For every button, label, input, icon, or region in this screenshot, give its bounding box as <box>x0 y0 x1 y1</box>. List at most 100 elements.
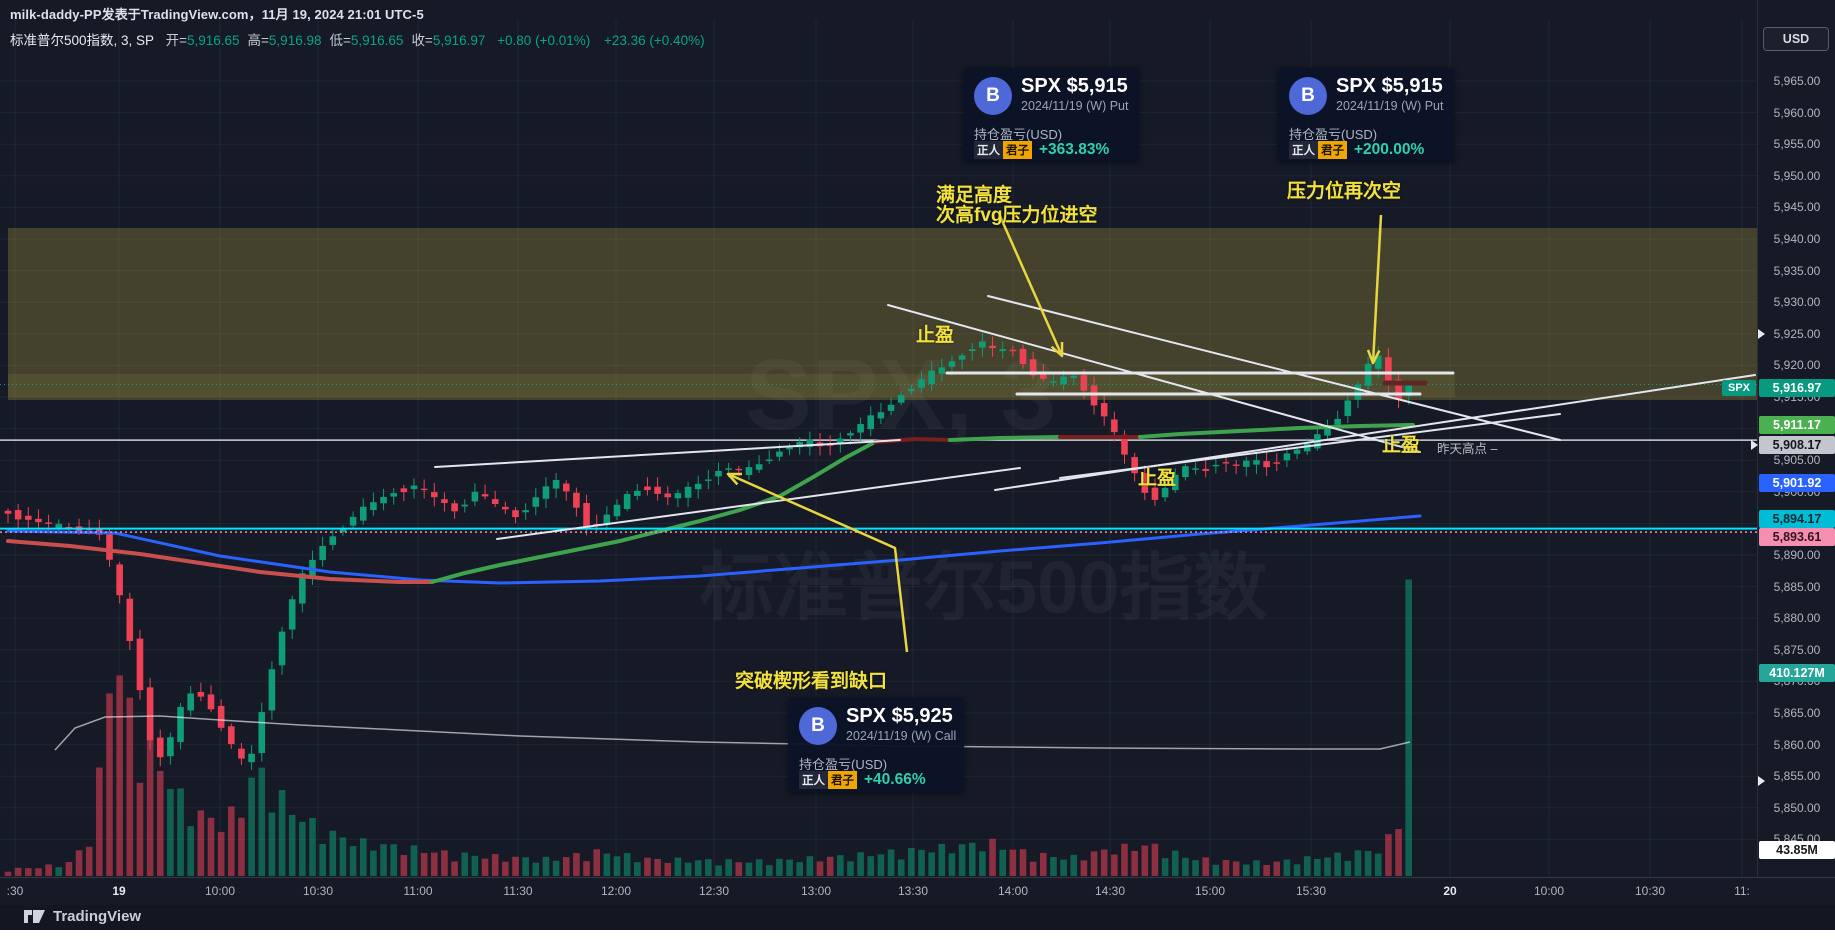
price-axis-label: 5,930.00 <box>1773 295 1821 310</box>
price-axis-label: 5,935.00 <box>1773 263 1821 278</box>
price-badge: 5,894.17 <box>1759 510 1835 528</box>
time-axis-label: 11: <box>1734 884 1750 898</box>
option-subtitle: 2024/11/19 (W) Call <box>846 729 957 743</box>
ohlc-field-label: 开= <box>165 33 187 48</box>
pnl-label: 持仓盈亏(USD) <box>1289 127 1378 142</box>
time-axis-label: 14:30 <box>1094 884 1126 898</box>
currency-usd-button[interactable]: USD <box>1763 27 1829 51</box>
spx-price-tag: SPX <box>1722 380 1756 396</box>
ohlc-field-value: 5,916.98 <box>268 33 322 48</box>
option-title: SPX $5,925 <box>846 705 953 727</box>
price-badge: 5,916.97 <box>1759 379 1835 397</box>
symbol-title[interactable]: 标准普尔500指数, 3, SP <box>10 33 154 48</box>
tradingview-logo[interactable]: TradingView <box>24 908 141 925</box>
ohlc-field-value: 5,916.65 <box>350 33 404 48</box>
position-callout-card[interactable]: B SPX $5,915 2024/11/19 (W) Put 持仓盈亏(USD) 正人… <box>963 68 1139 162</box>
price-badge: 410.127M <box>1759 664 1835 682</box>
chart-annotation-text[interactable]: 满足高度 <box>936 185 1013 206</box>
price-axis-label: 5,940.00 <box>1773 232 1821 246</box>
prev-day-high-label[interactable]: 昨天高点 – <box>1437 442 1498 456</box>
pnl-label: 持仓盈亏(USD) <box>974 127 1063 142</box>
footer-bar: TradingView <box>0 905 1835 930</box>
user-badge-left: 正人 <box>799 771 828 789</box>
position-callout-card[interactable]: B SPX $5,915 2024/11/19 (W) Put 持仓盈亏(USD) 正人… <box>1278 68 1454 162</box>
time-axis-label: 10:00 <box>204 884 236 898</box>
price-axis-label: 5,880.00 <box>1773 611 1821 626</box>
ohlc-field-label: 低= <box>329 33 351 48</box>
time-axis-label: 11:00 <box>403 884 433 898</box>
change-value: +0.80 (+0.01%) <box>497 33 591 48</box>
time-axis-label: 15:00 <box>1194 884 1226 898</box>
chart-annotation-text[interactable]: 次高fvg压力位进空 <box>936 205 1098 226</box>
symbol-ohlc-bar[interactable]: 标准普尔500指数, 3, SP 开=5,916.65 高=5,916.98 低=5… <box>10 29 705 49</box>
price-axis[interactable]: 5,965.00 5,960.00 5,955.00 5,950.00 5,945.00… <box>1751 0 1835 877</box>
pnl-percent: +363.83% <box>1039 141 1110 158</box>
tradingview-logo-text: TradingView <box>53 908 142 925</box>
time-axis-label: 12:30 <box>698 884 730 898</box>
option-subtitle: 2024/11/19 (W) Put <box>1336 99 1444 113</box>
price-badge: 5,901.92 <box>1759 474 1835 492</box>
time-axis-label: 15:30 <box>1295 884 1327 898</box>
price-badge: 5,908.17 <box>1759 436 1835 454</box>
tradingview-logo-icon <box>24 910 45 923</box>
time-axis-label: 10:00 <box>1533 884 1565 898</box>
chart-annotation-text[interactable]: 止盈 <box>1382 435 1421 456</box>
time-axis-label: 13:30 <box>897 884 929 898</box>
user-badge-left: 正人 <box>1289 141 1318 159</box>
change-value-2: +23.36 (+0.40%) <box>604 33 705 48</box>
price-axis-label: 5,875.00 <box>1773 642 1821 657</box>
ohlc-values: 开=5,916.65 高=5,916.98 低=5,916.65 收=5,916.97 <box>158 33 498 48</box>
time-axis-label: 11:30 <box>503 884 533 898</box>
broker-avatar: B <box>974 77 1012 115</box>
price-axis-label: 5,950.00 <box>1773 168 1821 183</box>
bottom-white-strip <box>0 930 1835 939</box>
user-badge-left: 正人 <box>974 141 1003 159</box>
ohlc-field-label: 收= <box>411 33 433 48</box>
user-badge-right: 君子 <box>828 771 857 789</box>
price-axis-label: 5,920.00 <box>1773 358 1821 373</box>
option-title: SPX $5,915 <box>1021 75 1128 97</box>
ohlc-field-value: 5,916.97 <box>432 33 486 48</box>
broker-avatar: B <box>799 707 837 745</box>
price-badge: 43.85M <box>1759 841 1835 859</box>
price-axis-label: 5,885.00 <box>1773 579 1821 594</box>
option-subtitle: 2024/11/19 (W) Put <box>1021 99 1129 113</box>
option-title: SPX $5,915 <box>1336 75 1443 97</box>
price-axis-label: 5,905.00 <box>1773 453 1821 468</box>
time-axis-label: 10:30 <box>1634 884 1666 898</box>
chart-annotation-text[interactable]: 突破楔形看到缺口 <box>735 671 888 692</box>
chart-canvas[interactable] <box>0 0 1757 877</box>
broker-avatar: B <box>1289 77 1327 115</box>
chart-annotation-text[interactable]: 压力位再次空 <box>1287 181 1402 202</box>
user-badge-right: 君子 <box>1003 141 1032 159</box>
time-axis-label: 20 <box>1443 884 1457 898</box>
price-axis-label: 5,860.00 <box>1773 737 1821 752</box>
price-axis-label: 5,955.00 <box>1773 137 1821 152</box>
ohlc-field-value: 5,916.65 <box>186 33 240 48</box>
price-axis-label: 5,865.00 <box>1773 706 1821 720</box>
chart-annotation-text[interactable]: 止盈 <box>916 325 955 346</box>
price-badge: 5,893.61 <box>1759 528 1835 546</box>
time-axis-label: 19 <box>112 884 126 898</box>
time-axis-label: 10:30 <box>302 884 334 898</box>
price-axis-label: 5,945.00 <box>1773 200 1821 215</box>
price-axis-label: 5,965.00 <box>1773 74 1821 88</box>
time-axis[interactable]: :30 19 10:00 10:30 11:00 11:30 12:00 12:30 13:00… <box>0 877 1835 906</box>
time-axis-label: 12:00 <box>600 884 632 898</box>
time-axis-label: 14:00 <box>997 884 1029 898</box>
chart-annotation-text[interactable]: 止盈 <box>1138 468 1177 489</box>
day-range-marker <box>1758 776 1765 786</box>
user-badge-right: 君子 <box>1318 141 1347 159</box>
price-axis-label: 5,855.00 <box>1773 769 1821 784</box>
time-axis-label: :30 <box>6 884 24 898</box>
position-callout-card[interactable]: B SPX $5,925 2024/11/19 (W) Call 持仓盈亏(USD) 正… <box>788 698 964 792</box>
price-axis-label: 5,960.00 <box>1773 105 1821 120</box>
price-axis-label: 5,890.00 <box>1773 548 1821 562</box>
price-badge: 5,911.17 <box>1759 416 1835 434</box>
published-byline: milk-daddy-PP发表于TradingView.com，11月 19, … <box>10 7 424 22</box>
pnl-percent: +40.66% <box>864 771 926 788</box>
day-range-marker <box>1758 329 1765 339</box>
price-axis-label: 5,850.00 <box>1773 800 1821 815</box>
pnl-label: 持仓盈亏(USD) <box>799 757 888 772</box>
